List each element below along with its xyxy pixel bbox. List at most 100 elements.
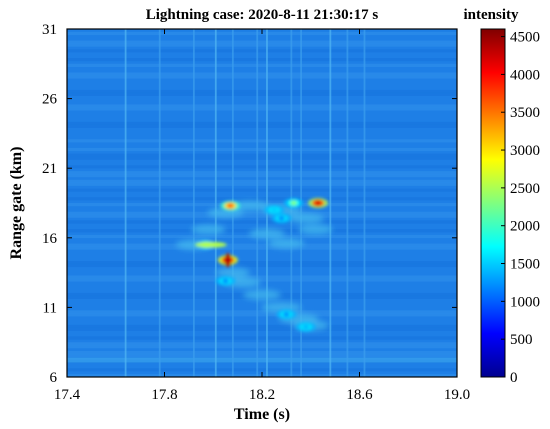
background-band: [67, 124, 457, 128]
colorbar-tick-label: 1000: [510, 294, 540, 310]
vertical-streak: [363, 29, 366, 377]
colorbar-tick-label: 1500: [510, 257, 540, 273]
background-band: [67, 336, 457, 340]
y-tick-label: 16: [42, 231, 58, 247]
feature-core: [302, 324, 309, 330]
y-tick-label: 6: [50, 370, 58, 386]
x-tick-label: 17.4: [54, 387, 81, 403]
background-band: [67, 121, 457, 125]
background-band: [67, 156, 457, 160]
colorbar-tick-label: 500: [510, 332, 533, 348]
background-band: [67, 49, 457, 53]
diffuse-emission: [248, 228, 285, 239]
background-band: [67, 263, 457, 268]
background-band: [67, 368, 457, 372]
background-band: [67, 261, 457, 265]
y-tick-label: 31: [42, 22, 57, 38]
diffuse-emission: [287, 213, 324, 224]
background-band: [67, 171, 457, 175]
background-band: [67, 182, 457, 186]
vertical-streak: [158, 29, 161, 377]
background-band: [67, 179, 457, 183]
background-band: [67, 72, 457, 76]
y-tick-label: 21: [42, 161, 57, 177]
x-tick-label: 19.0: [444, 387, 470, 403]
vertical-streak: [329, 29, 332, 377]
background-band: [67, 353, 457, 357]
background-band: [67, 246, 457, 250]
background-band: [67, 63, 457, 67]
background-band: [67, 313, 457, 317]
diffuse-emission: [229, 200, 270, 211]
background-band: [67, 342, 457, 346]
background-band: [67, 211, 457, 215]
diffuse-emission: [215, 267, 250, 278]
feature-core: [315, 200, 322, 206]
feature-core: [290, 200, 297, 206]
background-band: [67, 345, 457, 349]
y-tick-label: 26: [42, 92, 58, 108]
background-band: [67, 243, 457, 247]
feature-core: [227, 203, 234, 209]
colorbar-tick-label: 2500: [510, 181, 540, 197]
vertical-streak: [192, 29, 195, 377]
colorbar-tick-label: 4000: [510, 67, 540, 83]
vertical-streak: [214, 29, 217, 377]
background-band: [67, 153, 457, 157]
colorbar-tick-label: 3000: [510, 143, 540, 159]
colorbar-gradient: [480, 28, 506, 378]
background-band: [67, 58, 457, 62]
feature-core: [283, 311, 290, 317]
background-band: [67, 327, 457, 331]
colorbar-label: intensity: [463, 7, 519, 23]
background-band: [67, 89, 457, 94]
background-band: [67, 92, 457, 96]
feature-core: [222, 278, 229, 284]
background-band: [67, 165, 457, 169]
colorbar-tick-label: 0: [510, 370, 518, 386]
background-band: [67, 214, 457, 218]
feature-core: [271, 207, 278, 213]
diffuse-emission: [243, 289, 281, 300]
colorbar-tick-label: 4500: [510, 30, 540, 46]
diffuse-emission: [261, 302, 302, 313]
chart-title: Lightning case: 2020-8-11 21:30:17 s: [146, 7, 379, 23]
colorbar: 0 500 1000 1500 2000 2500 3000 3500 4000 4500 int…: [463, 7, 540, 386]
feature-core: [278, 215, 285, 221]
background-band: [67, 197, 457, 201]
background-band: [67, 324, 457, 328]
background-band: [67, 357, 457, 363]
diffuse-emission: [191, 224, 226, 235]
background-band: [67, 350, 457, 355]
feature-column: [224, 253, 231, 268]
x-tick-label: 17.8: [151, 387, 177, 403]
background-band: [67, 40, 457, 44]
background-band: [67, 278, 457, 282]
colorbar-tick-label: 3500: [510, 105, 540, 121]
diffuse-emission: [268, 238, 305, 249]
background-band: [67, 188, 457, 192]
background-band: [67, 107, 457, 111]
background-band: [67, 310, 457, 314]
background-band: [67, 220, 457, 224]
background-band: [67, 75, 457, 79]
feature-smear: [194, 241, 227, 248]
vertical-streak: [124, 29, 127, 377]
y-axis-label: Range gate (km): [8, 147, 25, 260]
background-band: [67, 104, 457, 108]
vertical-streak: [346, 29, 349, 377]
background-band: [67, 147, 457, 152]
x-tick-label: 18.2: [249, 387, 275, 403]
diffuse-emission: [298, 224, 333, 235]
x-tick-label: 18.6: [346, 387, 373, 403]
background-band: [67, 275, 457, 279]
y-tick-label: 11: [43, 300, 57, 316]
x-axis-label: Time (s): [234, 406, 290, 423]
colorbar-tick-label: 2000: [510, 219, 540, 235]
heatmap-plot-area: [67, 29, 457, 377]
background-band: [67, 43, 457, 47]
y-axis-ticks: 6 11 16 21 26 31: [42, 22, 457, 386]
background-band: [67, 139, 457, 143]
colorbar-ticks: 0 500 1000 1500 2000 2500 3000 3500 4000 4500: [501, 30, 540, 386]
